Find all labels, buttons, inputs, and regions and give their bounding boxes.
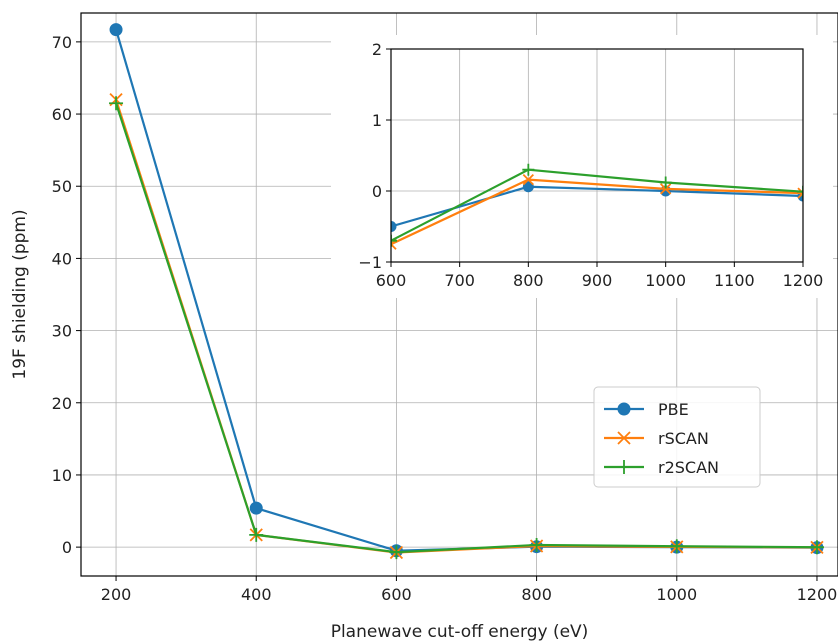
main-y-ticks: 0 10 20 30 40 50 60 70 [52,33,81,557]
series-line-r2scan [115,102,817,554]
y-tick-label: 70 [52,33,72,52]
x-tick-label: 700 [444,271,475,290]
point-r2scan [659,176,672,189]
y-tick-label: 0 [62,538,72,557]
x-tick-label: 900 [582,271,613,290]
point-r2scan [389,545,404,560]
main-series [109,23,824,560]
x-axis-label: Planewave cut-off energy (eV) [331,622,589,642]
point-rscan [522,174,534,186]
legend-item-rscan: rSCAN [604,429,709,448]
point-r2scan [669,539,684,554]
inset-plot: 600 700 800 900 1000 1100 1200 −1 0 1 2 [331,35,833,298]
y-tick-label: 30 [52,322,72,341]
legend-box [593,386,761,488]
x-tick-label: 1100 [714,271,755,290]
x-tick-label: 400 [241,585,272,604]
y-tick-label: 0 [372,182,382,201]
y-tick-label: 60 [52,105,72,124]
point-rscan [660,183,672,195]
point-r2scan [529,537,544,552]
legend-label-pbe: PBE [658,400,689,419]
point-rscan [797,187,803,199]
point-r2scan [109,96,124,111]
point-pbe [522,181,534,193]
x-tick-label: 200 [101,585,132,604]
legend-item-r2scan: r2SCAN [604,458,719,477]
point-pbe [391,221,397,232]
y-tick-label: 10 [52,466,72,485]
point-r2scan [809,540,824,555]
series-line-pbe [391,185,803,228]
y-tick-label: 50 [52,177,72,196]
x-tick-label: 600 [376,271,407,290]
x-tick-label: 800 [513,271,544,290]
legend-marker-pbe [617,402,631,416]
x-tick-label: 600 [381,585,412,604]
series-line-r2scan [391,168,803,242]
y-tick-label: 40 [52,249,72,268]
series-line-rscan [391,178,803,246]
inset-y-ticks: −1 0 1 2 [358,40,391,272]
legend-label-r2scan: r2SCAN [658,458,719,477]
y-axis-label: 19F shielding (ppm) [10,209,30,379]
legend-item-pbe: PBE [604,400,689,419]
y-tick-label: −1 [358,253,382,272]
y-tick-label: 1 [372,111,382,130]
x-tick-label: 800 [521,585,552,604]
inset-series [391,163,803,250]
y-tick-label: 20 [52,394,72,413]
x-tick-label: 1200 [797,585,838,604]
point-r2scan [522,163,535,176]
point-r2scan [249,527,264,542]
point-pbe [249,501,263,515]
x-tick-label: 1000 [645,271,686,290]
point-r2scan [797,185,803,198]
main-x-ticks: 200 400 600 800 1000 1200 [101,576,838,604]
y-tick-label: 2 [372,40,382,59]
x-tick-label: 1000 [656,585,697,604]
legend: PBE rSCAN r2SCAN [593,386,761,488]
point-r2scan [391,234,397,247]
inset-background [331,35,833,298]
x-tick-label: 1200 [783,271,824,290]
legend-marker-rscan [617,431,631,445]
legend-label-rscan: rSCAN [658,429,709,448]
point-pbe [109,23,123,37]
main-plot-frame [80,12,838,577]
legend-marker-r2scan [617,460,631,474]
inset-x-ticks: 600 700 800 900 1000 1100 1200 [376,262,824,290]
